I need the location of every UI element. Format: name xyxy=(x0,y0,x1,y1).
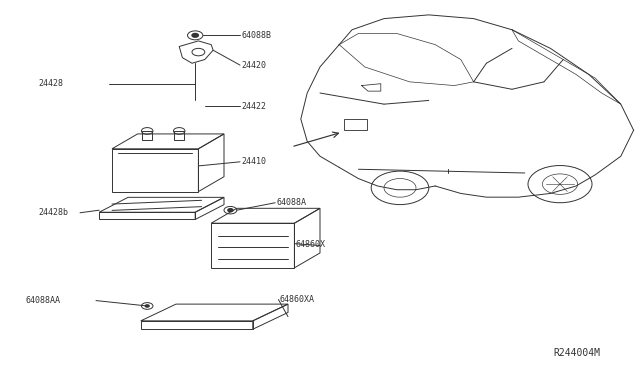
Text: 24428: 24428 xyxy=(38,79,63,88)
Text: 24420: 24420 xyxy=(241,61,266,70)
Circle shape xyxy=(228,209,233,212)
Text: 64860X: 64860X xyxy=(296,240,326,249)
Circle shape xyxy=(145,305,149,307)
Text: 24410: 24410 xyxy=(241,157,266,166)
Circle shape xyxy=(192,33,198,37)
Text: 64088B: 64088B xyxy=(241,31,271,40)
Text: 64088A: 64088A xyxy=(276,198,307,207)
Text: 24428b: 24428b xyxy=(38,208,68,217)
Text: 64860XA: 64860XA xyxy=(280,295,315,304)
Text: R244004M: R244004M xyxy=(554,349,600,358)
Text: 64088AA: 64088AA xyxy=(26,296,61,305)
Text: 24422: 24422 xyxy=(241,102,266,110)
